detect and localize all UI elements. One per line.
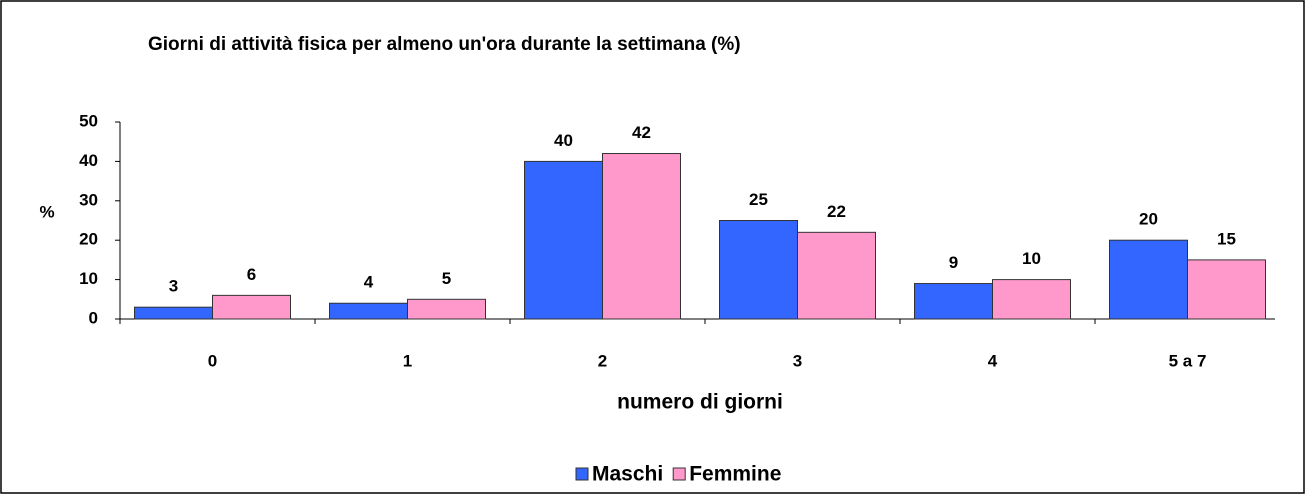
bar	[524, 160, 603, 320]
legend-swatch	[575, 467, 589, 481]
y-tick-label: 0	[89, 308, 98, 327]
bar	[407, 298, 486, 320]
x-tick-label: 3	[793, 351, 802, 370]
y-tick-label: 30	[79, 190, 98, 209]
bar	[797, 231, 876, 320]
bar	[1109, 239, 1188, 320]
x-tick-label: 5 a 7	[1169, 351, 1207, 370]
x-tick-label: 0	[208, 351, 217, 370]
data-label: 42	[632, 123, 651, 142]
y-axis-label: %	[39, 202, 54, 221]
data-label: 9	[949, 253, 958, 272]
data-label: 20	[1139, 210, 1158, 229]
legend-label: Maschi	[592, 463, 663, 486]
chart-title: Giorni di attività fisica per almeno un'…	[148, 34, 741, 55]
bar	[134, 306, 213, 320]
x-axis-label: numero di giorni	[617, 391, 783, 414]
data-label: 4	[364, 273, 374, 292]
data-label: 15	[1217, 229, 1236, 248]
data-label: 22	[827, 202, 846, 221]
bar	[212, 294, 291, 320]
data-label: 5	[442, 269, 451, 288]
bar	[992, 279, 1071, 320]
x-tick-label: 4	[988, 351, 998, 370]
bar	[329, 302, 408, 320]
data-label: 3	[169, 277, 178, 296]
x-tick-label: 1	[403, 351, 412, 370]
bar	[914, 283, 993, 320]
y-tick-label: 50	[79, 111, 98, 130]
data-label: 40	[554, 131, 573, 150]
legend-label: Femmine	[689, 463, 781, 486]
bar	[602, 153, 681, 320]
y-tick-label: 40	[79, 151, 98, 170]
x-tick-label: 2	[598, 351, 607, 370]
legend-swatch	[672, 467, 686, 481]
bar	[1187, 259, 1266, 320]
y-tick-label: 10	[79, 269, 98, 288]
bar	[719, 220, 798, 320]
data-label: 6	[247, 265, 256, 284]
data-label: 10	[1022, 249, 1041, 268]
data-label: 25	[749, 190, 768, 209]
y-tick-label: 20	[79, 230, 98, 249]
